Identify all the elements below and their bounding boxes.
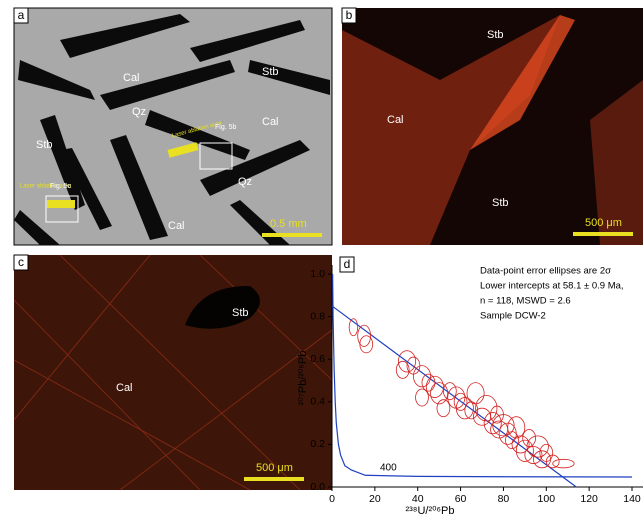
- y-tick-label: 0.6: [310, 353, 325, 365]
- error-ellipse: [476, 395, 497, 421]
- micrograph-c: [14, 255, 332, 490]
- x-tick-label: 40: [412, 493, 424, 505]
- regression-line: [332, 306, 576, 487]
- error-ellipse: [396, 361, 409, 378]
- mineral-label: Qz: [132, 106, 146, 118]
- error-ellipse: [360, 336, 373, 353]
- mineral-label: Stb: [36, 139, 53, 151]
- error-ellipse: [467, 383, 484, 404]
- panel-label: d: [344, 257, 351, 271]
- x-tick-label: 80: [498, 493, 510, 505]
- y-tick-label: 0.0: [310, 481, 325, 493]
- mineral-label: Stb: [232, 307, 249, 319]
- x-tick-label: 140: [623, 493, 641, 505]
- panel-label: b: [346, 8, 353, 22]
- scale-bar-label: 500 μm: [256, 462, 293, 474]
- mineral-label: Cal: [116, 382, 133, 394]
- error-ellipse: [416, 389, 429, 406]
- scale-bar-label: 500 μm: [585, 217, 622, 229]
- x-tick-label: 20: [369, 493, 381, 505]
- error-ellipse: [553, 459, 574, 468]
- figure: a Cal Stb Qz Cal Stb Laser ablation area…: [0, 0, 643, 521]
- annotation: Data-point error ellipses are 2σ: [480, 266, 611, 277]
- x-tick-label: 60: [455, 493, 467, 505]
- y-tick-label: 1.0: [310, 268, 325, 280]
- mineral-label: Stb: [492, 197, 509, 209]
- mineral-label: Cal: [168, 220, 185, 232]
- x-tick-label: 0: [329, 493, 335, 505]
- mineral-label: Stb: [487, 29, 504, 41]
- y-tick-label: 0.4: [310, 396, 325, 408]
- y-axis-label: ²⁰⁷Pb/²⁰⁶Pb: [297, 351, 309, 406]
- annotation: Fig. 5b: [215, 124, 237, 131]
- x-tick-label: 120: [580, 493, 598, 505]
- y-tick-label: 0.2: [310, 438, 325, 450]
- mineral-label: Cal: [387, 114, 404, 126]
- x-axis-label: ²³⁸U/²⁰⁶Pb: [405, 505, 454, 517]
- mineral-label: Stb: [262, 66, 279, 78]
- mineral-label: Qz: [238, 176, 252, 188]
- error-ellipse: [516, 440, 533, 461]
- x-tick-label: 100: [538, 493, 556, 505]
- age-label: 400: [380, 463, 397, 474]
- annotation: Sample DCW-2: [480, 311, 546, 322]
- mineral-label: Cal: [123, 72, 140, 84]
- mineral-label: Cal: [262, 116, 279, 128]
- panel-label: c: [18, 255, 24, 269]
- annotation: Lower intercepts at 58.1 ± 0.9 Ma,: [480, 281, 624, 292]
- panel-label: a: [18, 8, 25, 22]
- annotation: Fig. 5c: [50, 183, 72, 190]
- scale-bar-label: 0.5 mm: [270, 218, 307, 230]
- y-tick-label: 0.8: [310, 310, 325, 322]
- annotation: n = 118, MSWD = 2.6: [480, 296, 571, 307]
